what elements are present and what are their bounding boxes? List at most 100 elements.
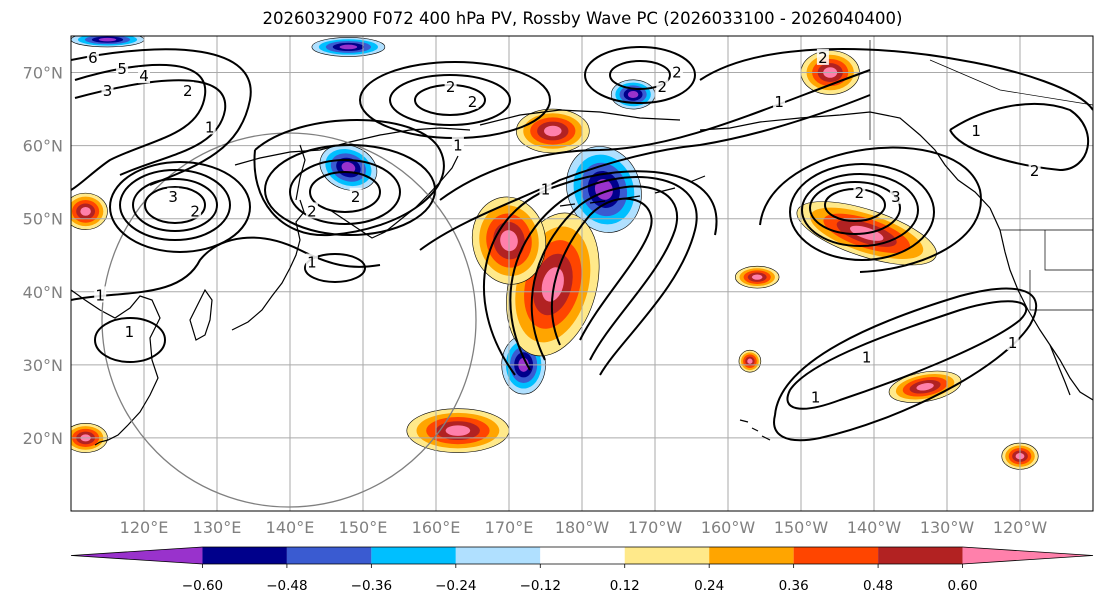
- pv-anomaly-pos-8: [515, 108, 590, 154]
- pv-shade-band: [339, 44, 358, 50]
- contour-label: 2: [818, 49, 828, 67]
- contour-trough-nw-2: [74, 79, 227, 176]
- contour-label-bg: [970, 122, 983, 138]
- lat-tick-label: 30°N: [23, 356, 63, 375]
- lon-tick-label: 140°W: [847, 518, 902, 537]
- colorbar-tick-label: −0.12: [520, 578, 561, 594]
- contour-siberia-2: [389, 74, 511, 126]
- contour-label: 3: [168, 188, 178, 206]
- contour-label: 1: [774, 93, 784, 111]
- contour-label: 3: [103, 82, 113, 100]
- hawaii-islands: [739, 419, 771, 441]
- pv-anomaly-pos-10: [406, 408, 510, 453]
- lon-tick-label: 130°W: [920, 518, 975, 537]
- colorbar-swatch: [202, 547, 287, 564]
- siberia-north-coastline: [479, 109, 681, 126]
- colorbar-tick-label: −0.24: [435, 578, 476, 594]
- contour-label: 1: [811, 389, 821, 407]
- colorbar-swatch: [540, 547, 625, 564]
- contour-trough-nw: [71, 63, 207, 191]
- colorbar-swatch: [624, 547, 710, 564]
- baja-coastline: [1049, 344, 1071, 396]
- colorbar-swatch: [455, 547, 541, 564]
- contour-label: 6: [88, 49, 98, 67]
- aleutian-islands: [559, 175, 706, 207]
- contour-label-bg: [670, 63, 683, 80]
- contour-trough-nw-3: [71, 48, 252, 186]
- lon-tick-label: 150°W: [774, 518, 829, 537]
- contour-label-bg: [123, 322, 136, 339]
- contour-label-bg: [305, 202, 318, 219]
- lon-tick-label: 140°E: [266, 518, 315, 537]
- contour-okhotsk-4: [253, 119, 445, 237]
- contour-label: 2: [1030, 162, 1040, 180]
- contour-label-bg: [94, 286, 107, 303]
- contour-label: 1: [1008, 334, 1018, 352]
- contour-se-2: [773, 287, 1037, 442]
- korea-coastline: [189, 288, 213, 341]
- colorbar-tick-label: −0.36: [351, 578, 392, 594]
- contour-pac-trough-2: [530, 185, 678, 361]
- contour-label-bg: [809, 388, 822, 405]
- pv-anomaly-neg-5: [71, 36, 145, 48]
- contour-label-bg: [167, 187, 180, 204]
- contour-label-bg: [305, 253, 318, 270]
- colorbar-tick-label: 0.24: [694, 578, 724, 594]
- lon-tick-label: 120°E: [120, 518, 169, 537]
- pv-shade-band: [627, 90, 639, 98]
- contour-low-nw-4: [109, 161, 251, 253]
- contour-label-bg: [444, 78, 457, 95]
- contour-label: 5: [117, 60, 127, 78]
- contour-label-bg: [181, 81, 194, 98]
- contour-east-4: [789, 163, 935, 261]
- contour-ne-2: [949, 102, 1089, 172]
- pv-anomaly-pos-14: [888, 370, 962, 403]
- contour-label-bg: [656, 78, 669, 95]
- pv-shade-band: [544, 125, 562, 137]
- contour-label: 1: [95, 286, 105, 304]
- japan-coastline: [231, 199, 305, 331]
- lat-tick-label: 20°N: [23, 429, 63, 448]
- colorbar-swatch: [71, 547, 203, 564]
- contour-ne-1: [699, 48, 1093, 111]
- pv-shade-band: [341, 162, 356, 174]
- contour-label: 4: [139, 67, 149, 85]
- contour-label: 2: [190, 202, 200, 220]
- pv-anomaly-pos-13: [71, 423, 108, 453]
- contour-chukchi-2: [584, 46, 696, 104]
- lon-tick-label: 160°E: [412, 518, 461, 537]
- lat-tick-label: 40°N: [23, 283, 63, 302]
- contour-pac-trough-5: [419, 94, 871, 251]
- colorbar-swatch: [371, 547, 456, 564]
- pv-shade-band: [747, 358, 753, 364]
- contour-label-bg: [86, 48, 99, 65]
- contour-label-bg: [189, 202, 202, 219]
- na-west-coastline: [989, 207, 1093, 401]
- asia-coastline: [71, 289, 161, 446]
- latitude-labels: 70°N 60°N 50°N 40°N 30°N 20°N: [23, 64, 63, 448]
- colorbar-swatch: [962, 547, 1093, 564]
- contour-label-bg: [116, 59, 129, 76]
- lon-tick-label: 170°E: [485, 518, 534, 537]
- contour-label: 2: [446, 78, 456, 96]
- contour-label: 2: [351, 188, 361, 206]
- contour-label: 3: [891, 188, 901, 206]
- range-circle: [101, 132, 477, 508]
- colorbar-tick-label: 0.36: [779, 578, 809, 594]
- contour-label: 2: [307, 202, 317, 220]
- contour-label-bg: [1028, 162, 1041, 179]
- coastlines: [71, 40, 1093, 446]
- contour-label-bg: [466, 92, 479, 109]
- contour-label: 1: [453, 137, 463, 155]
- lon-tick-label: 170°W: [628, 518, 683, 537]
- contour-label: 1: [205, 118, 215, 136]
- longitude-labels: 120°E 130°E 140°E 150°E 160°E 170°E 180°W 170°W…: [120, 518, 1048, 537]
- contour-pac-trough-4: [483, 170, 718, 376]
- colorbar-tick-label: 0.12: [610, 578, 640, 594]
- colorbar-tick-labels: −0.60 −0.48 −0.36 −0.24 −0.12 0.12 0.24 0.36 0.4…: [182, 564, 978, 594]
- colorbar-swatch: [793, 547, 879, 564]
- contour-sw-2: [71, 236, 381, 301]
- contour-label: 1: [307, 254, 317, 272]
